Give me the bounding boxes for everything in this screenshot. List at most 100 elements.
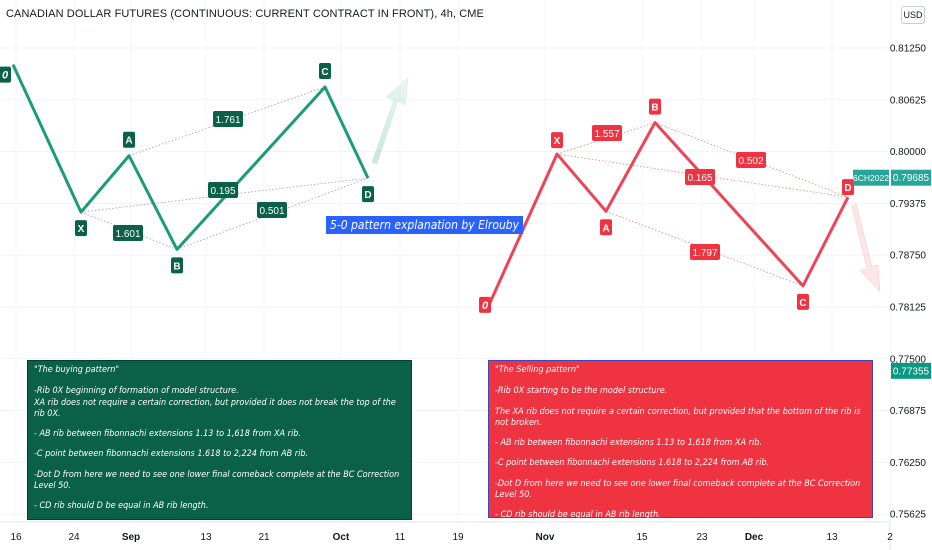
point-label: B	[173, 261, 180, 272]
point-label: A	[602, 223, 609, 234]
point-label-box	[362, 186, 374, 203]
up-arrow-icon	[371, 77, 409, 165]
pattern-lines	[11, 63, 850, 306]
ratio-label: 1.761	[215, 115, 240, 126]
y-tick-label: 0.80625	[890, 95, 927, 106]
symbol-tag-box	[853, 169, 889, 186]
chart-title: CANADIAN DOLLAR FUTURES (CONTINUOUS: CUR…	[6, 8, 484, 20]
x-tick-label: Oct	[333, 532, 350, 543]
x-tick-label: 23	[696, 532, 708, 543]
price-tag: 0.77355	[893, 366, 930, 377]
ratio-labels: 1.601 1.761 0.195 0.501 1.557 0.165 0.502 1.797	[113, 111, 766, 260]
point-label-box	[649, 98, 661, 115]
y-tick-label: 0.76875	[890, 406, 927, 417]
x-tick-label: 13	[826, 532, 838, 543]
y-tick-label: 0.79375	[890, 199, 927, 210]
y-tick-label: 0.80000	[890, 147, 927, 158]
buying-pattern-note: "The buying pattern" -Rib 0X beginning o…	[27, 360, 412, 520]
x-tick-label: Sep	[122, 532, 140, 543]
ratio-label: 1.797	[692, 248, 717, 259]
point-label: 0	[482, 300, 489, 312]
guide-line	[654, 122, 849, 198]
y-tick-label: 0.78125	[890, 303, 927, 314]
ratio-box	[592, 125, 622, 141]
note-line: The XA rib does not require a certain co…	[495, 406, 861, 428]
pattern-guides	[80, 86, 849, 287]
point-label-box	[600, 219, 612, 236]
ratio-label: 1.601	[115, 229, 140, 240]
x-tick-label: 15	[636, 532, 648, 543]
note-line: XA rib does not require a certain correc…	[34, 397, 396, 419]
symbol-tag: 6CH2022	[853, 173, 889, 183]
x-tick-label: 19	[452, 532, 464, 543]
point-label-box	[319, 62, 331, 79]
point-label: A	[125, 136, 132, 147]
price-tag-box	[891, 362, 931, 379]
ratio-label: 0.195	[210, 186, 235, 197]
note-line: - CD rib should be equal in AB rib lengt…	[495, 510, 661, 520]
point-label-box	[842, 179, 854, 196]
ratio-label: 0.165	[687, 173, 712, 184]
y-tick-label: 0.77500	[890, 354, 927, 365]
time-axis: 16 24 Sep 13 21 Oct 11 19 Nov 15 23 Dec 13 2	[10, 532, 893, 543]
y-tick-label: 0.78750	[890, 251, 927, 262]
point-label-box	[171, 257, 183, 274]
point-label-box	[75, 220, 87, 237]
x-tick-label: 2	[887, 532, 893, 543]
down-arrow-icon	[851, 203, 881, 293]
ratio-label: 0.502	[738, 156, 763, 167]
ratio-box	[208, 182, 238, 198]
y-tick-label: 0.75625	[890, 510, 927, 521]
note-line: -Rib 0X beginning of formation of model …	[34, 386, 239, 397]
y-tick-label: 0.81250	[890, 44, 927, 55]
point-label: D	[364, 190, 371, 201]
point-label-box	[797, 293, 809, 310]
pattern-line-bullish	[11, 63, 370, 251]
ratio-box	[685, 169, 715, 185]
note-line: - AB rib between fibonnachi extensions 1…	[34, 429, 301, 439]
x-tick-label: 11	[395, 532, 406, 543]
pattern-line-bearish	[487, 121, 850, 306]
x-tick-label: 13	[200, 532, 212, 543]
currency-button[interactable]: USD	[901, 6, 925, 24]
point-label: B	[651, 103, 658, 114]
point-labels: 0 X A B C D 0 X A B C D	[0, 62, 854, 313]
projection-arrows	[371, 77, 881, 293]
x-tick-label: Dec	[745, 532, 764, 543]
note-line: -Dot D from here we need to see one lowe…	[495, 478, 861, 500]
point-label: D	[844, 183, 851, 194]
point-label: X	[78, 224, 85, 235]
point-label-box	[123, 131, 135, 148]
note-line: - CD rib should D be equal in AB rib len…	[34, 501, 209, 511]
price-tag-box	[891, 169, 931, 186]
x-tick-label: Nov	[536, 532, 555, 543]
note-line: - AB rib between fibonnachi extensions 1…	[495, 438, 762, 448]
explanation-banner: 5-0 pattern explanation by Elrouby	[326, 216, 524, 234]
price-axis: 0.81250 0.80625 0.80000 0.79375 0.78750 0.781…	[890, 44, 927, 521]
note-line: -Dot D from here we need to see one lowe…	[34, 469, 400, 491]
point-label-box	[0, 66, 11, 83]
note-line: -C point between fibonnachi extensions 1…	[34, 449, 309, 460]
ratio-box	[736, 152, 766, 168]
x-tick-label: 21	[258, 532, 270, 543]
x-tick-label: 16	[10, 532, 22, 543]
note-line: -Rib 0X starting to be the model structu…	[495, 386, 668, 397]
point-label: C	[321, 67, 328, 78]
ratio-box	[113, 225, 143, 241]
y-tick-label: 0.76250	[890, 458, 927, 469]
price-tag: 0.79685	[893, 173, 930, 184]
note-line: "The Selling pattern"	[495, 365, 580, 375]
ratio-label: 1.557	[594, 129, 619, 140]
point-label: X	[554, 136, 561, 147]
ratio-box	[690, 244, 720, 260]
ratio-box	[257, 202, 287, 218]
point-label-box	[551, 132, 563, 149]
note-line: -C point between fibonnachi extensions 1…	[495, 458, 770, 469]
point-label: 0	[2, 70, 9, 82]
point-label: C	[799, 298, 806, 309]
price-tags: 6CH2022 0.79685 0.77355	[853, 169, 931, 379]
ratio-label: 0.501	[259, 206, 284, 217]
note-line: "The buying pattern"	[34, 365, 120, 375]
x-tick-label: 24	[68, 532, 80, 543]
point-label-box	[479, 296, 491, 313]
